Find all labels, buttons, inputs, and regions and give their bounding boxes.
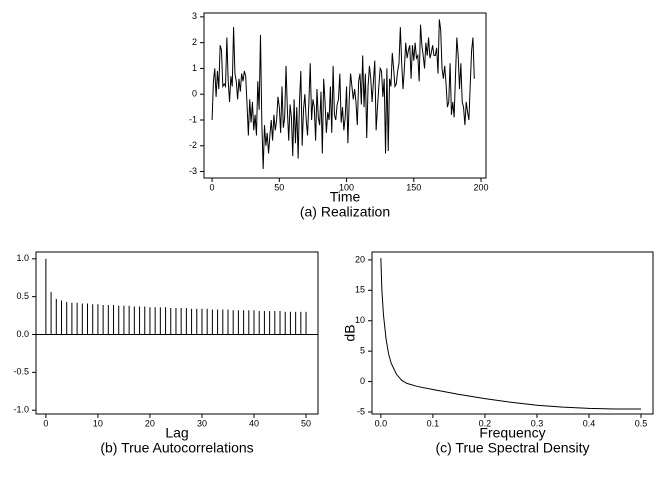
y-tick-label: -1 — [189, 114, 197, 124]
x-tick-label: 100 — [339, 182, 354, 192]
chart-title: (c) True Spectral Density — [435, 440, 589, 456]
series-line — [380, 258, 642, 410]
y-tick-label: 0 — [360, 376, 365, 386]
y-tick-label: -0.5 — [13, 367, 29, 377]
y-tick-label: -5 — [357, 406, 365, 416]
x-tick-label: 0 — [43, 418, 48, 428]
x-tick-label: 0.3 — [531, 418, 544, 428]
x-tick-label: 200 — [474, 182, 489, 192]
y-tick-label: 1 — [192, 63, 197, 73]
y-tick-label: 3 — [192, 11, 197, 21]
y-tick-label: 15 — [355, 285, 365, 295]
y-tick-label: -2 — [189, 140, 197, 150]
x-tick-label: 0 — [210, 182, 215, 192]
plot-frame — [203, 12, 487, 179]
x-tick-label: 20 — [145, 418, 155, 428]
y-axis-label: dB — [342, 324, 358, 341]
x-tick-label: 0.4 — [583, 418, 596, 428]
x-tick-label: 0.0 — [375, 418, 388, 428]
y-tick-label: 1.0 — [16, 253, 29, 263]
x-tick-label: 0.1 — [427, 418, 440, 428]
x-tick-label: 150 — [406, 182, 421, 192]
x-tick-label: 0.2 — [479, 418, 492, 428]
x-axis-label: Lag — [165, 425, 188, 441]
y-tick-label: -1.0 — [13, 405, 29, 415]
plot-frame — [371, 251, 654, 415]
y-tick-label: 10 — [355, 315, 365, 325]
x-tick-label: 0.5 — [635, 418, 648, 428]
x-axis-label: Frequency — [479, 425, 545, 441]
y-tick-label: 20 — [355, 254, 365, 264]
chart-title: (b) True Autocorrelations — [100, 440, 253, 456]
x-axis-label: Time — [330, 189, 361, 205]
y-tick-label: 5 — [360, 346, 365, 356]
series-line — [211, 19, 475, 169]
plot-frame — [35, 251, 319, 415]
x-tick-label: 50 — [274, 182, 284, 192]
x-tick-label: 30 — [197, 418, 207, 428]
y-tick-label: -3 — [189, 166, 197, 176]
y-tick-label: 2 — [192, 37, 197, 47]
y-tick-label: 0.0 — [16, 329, 29, 339]
y-tick-label: 0 — [192, 89, 197, 99]
x-tick-label: 40 — [249, 418, 259, 428]
x-tick-label: 10 — [93, 418, 103, 428]
x-tick-label: 50 — [301, 418, 311, 428]
y-tick-label: 0.5 — [16, 291, 29, 301]
chart-title: (a) Realization — [300, 204, 390, 220]
